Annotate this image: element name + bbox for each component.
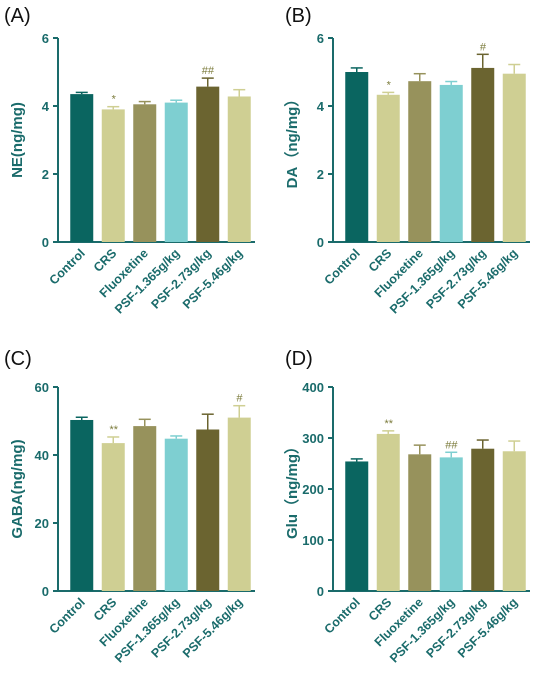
y-tick-label: 0 xyxy=(317,584,324,599)
bar xyxy=(376,433,400,591)
y-tick-label: 4 xyxy=(317,99,325,114)
bar xyxy=(101,443,125,591)
y-tick-label: 20 xyxy=(35,516,49,531)
bar xyxy=(164,438,188,591)
bar xyxy=(70,94,94,242)
bar xyxy=(408,81,432,243)
significance-label: # xyxy=(236,393,243,405)
panel-label: (D) xyxy=(285,348,313,370)
significance-label: * xyxy=(111,94,116,106)
chart-panel-3: (C)0204060GABA(ng/mg)Control**CRSFluoxet… xyxy=(4,348,255,666)
bar xyxy=(376,94,400,242)
significance-label: ## xyxy=(445,439,458,451)
bar xyxy=(164,102,188,242)
significance-label: ** xyxy=(384,418,393,430)
x-tick-label: Control xyxy=(322,246,363,287)
significance-label: ** xyxy=(109,424,118,436)
y-tick-label: 0 xyxy=(42,584,49,599)
y-tick-label: 400 xyxy=(302,380,324,395)
y-tick-label: 2 xyxy=(42,167,49,182)
y-tick-label: 60 xyxy=(35,380,49,395)
panel-label: (C) xyxy=(4,348,32,370)
bar xyxy=(196,86,220,243)
bar xyxy=(408,454,432,591)
bar xyxy=(133,104,157,242)
y-tick-label: 0 xyxy=(317,235,324,250)
chart-panel-4: (D)0100200300400Glu（ng/mg）Control**CRSFl… xyxy=(283,348,530,666)
x-tick-label: CRS xyxy=(91,246,120,275)
y-tick-label: 4 xyxy=(42,99,50,114)
panel-label: (A) xyxy=(4,5,31,27)
y-tick-label: 200 xyxy=(302,482,324,497)
y-axis-label: NE(ng/mg) xyxy=(9,102,26,178)
bar xyxy=(227,417,251,591)
y-axis-label: GABA(ng/mg) xyxy=(9,439,26,538)
x-tick-label: Control xyxy=(47,246,88,287)
bar xyxy=(133,426,157,591)
y-tick-label: 40 xyxy=(35,448,49,463)
y-tick-label: 6 xyxy=(42,31,49,46)
panel-label: (B) xyxy=(285,5,312,27)
y-axis-label: DA（ng/mg） xyxy=(283,92,301,189)
bar xyxy=(227,96,251,242)
bar xyxy=(345,461,369,591)
bar xyxy=(471,67,495,242)
y-tick-label: 0 xyxy=(42,235,49,250)
y-tick-label: 6 xyxy=(317,31,324,46)
bar xyxy=(196,429,220,591)
bar xyxy=(439,84,463,242)
bar xyxy=(345,72,369,242)
bar xyxy=(471,448,495,591)
x-tick-label: Control xyxy=(47,595,88,636)
significance-label: # xyxy=(480,41,487,53)
y-axis-label: Glu（ng/mg） xyxy=(283,439,301,539)
x-tick-label: CRS xyxy=(91,595,120,624)
x-tick-label: CRS xyxy=(366,246,395,275)
bar xyxy=(101,109,125,243)
bar xyxy=(502,73,526,242)
bar xyxy=(439,457,463,591)
x-tick-label: CRS xyxy=(366,595,395,624)
bar xyxy=(502,451,526,591)
x-tick-label: Control xyxy=(322,595,363,636)
significance-label: ## xyxy=(202,65,215,77)
y-tick-label: 2 xyxy=(317,167,324,182)
significance-label: * xyxy=(386,79,391,91)
y-tick-label: 300 xyxy=(302,431,324,446)
y-tick-label: 100 xyxy=(302,533,324,548)
chart-panel-2: (B)0246DA（ng/mg）Control*CRSFluoxetinePSF… xyxy=(283,5,530,317)
bar xyxy=(70,419,94,591)
chart-panel-1: (A)0246NE(ng/mg)Control*CRSFluoxetinePSF… xyxy=(4,5,255,317)
